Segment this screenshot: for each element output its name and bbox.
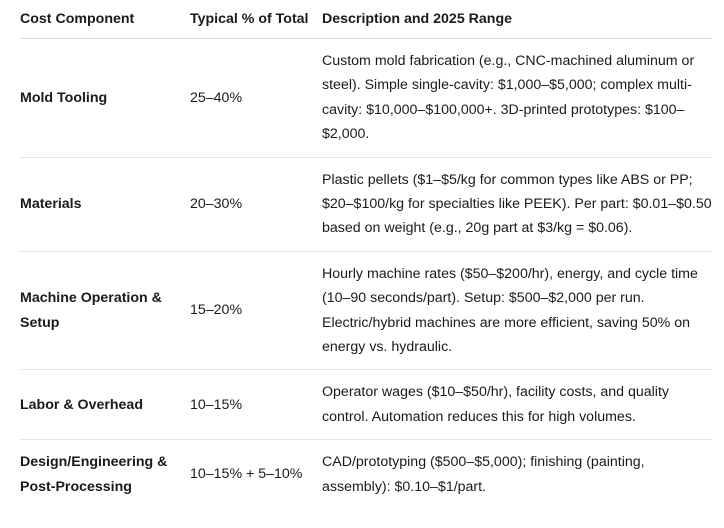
table-cell: 15–20% [190, 251, 322, 371]
column-header: Typical % of Total [190, 0, 322, 39]
table-row: Materials 20–30% Plastic pellets ($1–$5/kg… [20, 157, 712, 252]
header-row: Cost Component Typical % of Total Descript… [20, 0, 712, 39]
table-cell: 10–15% + 5–10% [190, 466, 303, 483]
table-cell: Plastic pellets ($1–$5/kg for common typ… [322, 157, 712, 252]
table-cell: Machine Operation & Setup [20, 251, 190, 371]
table-cell: CAD/prototyping ($500–$5,000); finishing… [322, 454, 645, 495]
column-header: Description and 2025 Range [322, 0, 712, 39]
table-row: Labor & Overhead 10–15% Operator wages ($1… [20, 369, 712, 441]
table-cell: 10–15% [190, 369, 322, 441]
table-cell: Custom mold fabrication (e.g., CNC-machi… [322, 38, 712, 158]
cost-table: Cost Component Typical % of Total Descript… [20, 0, 712, 509]
table-body: Mold Tooling 25–40% Custom mold fabricatio… [20, 38, 712, 510]
table-row: Design/Engineering & Post-Processing 10–1… [20, 440, 712, 509]
table-row: Mold Tooling 25–40% Custom mold fabricatio… [20, 38, 712, 158]
table-cell: Operator wages ($10–$50/hr), facility co… [322, 369, 712, 441]
table-head: Cost Component Typical % of Total Descript… [20, 0, 712, 39]
table-cell: Labor & Overhead [20, 369, 190, 441]
column-header: Cost Component [20, 0, 190, 39]
table-cell: Mold Tooling [20, 38, 190, 158]
table-cell: 20–30% [190, 157, 322, 252]
table-cell: Hourly machine rates ($50–$200/hr), ener… [322, 251, 712, 371]
table-cell: Design/Engineering & Post-Processing [20, 454, 168, 495]
table-cell: 25–40% [190, 38, 322, 158]
table-row: Machine Operation & Setup 15–20% Hourly ma… [20, 251, 712, 371]
table-cell: Materials [20, 157, 190, 252]
